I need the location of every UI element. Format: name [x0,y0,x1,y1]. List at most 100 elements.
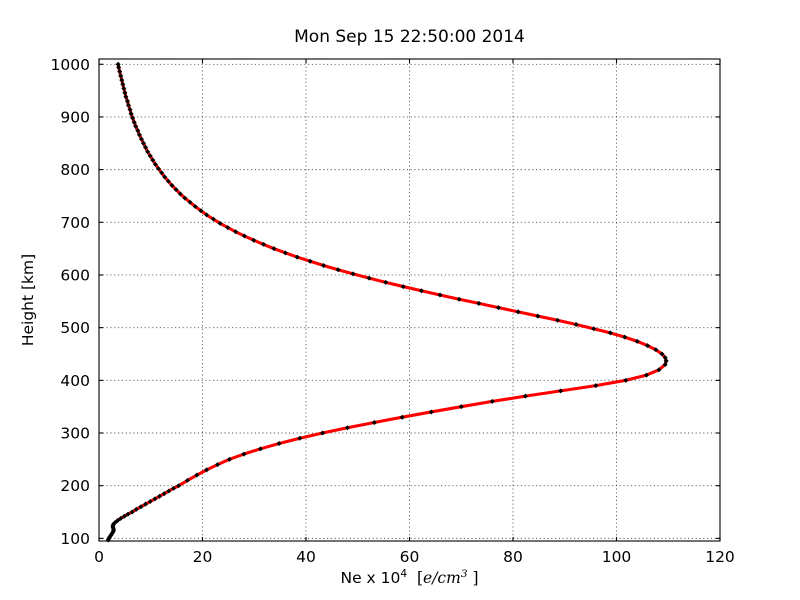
data-point-marker [437,292,443,298]
data-point-marker [458,404,464,410]
data-point-marker [120,81,126,87]
data-point-marker [145,149,151,155]
data-point-marker [307,258,313,264]
data-point-marker [138,136,144,142]
data-point-marker [152,161,158,167]
data-point-marker [152,496,158,502]
x-axis-title-prefix: Ne x 10 [341,569,401,587]
data-point-marker [622,334,628,340]
data-point-marker [182,195,188,201]
data-point-marker [156,166,162,172]
data-point-marker [116,64,122,70]
x-axis-title-unit-slash: / [430,569,439,587]
data-point-marker [344,425,350,431]
data-point-marker [138,504,144,510]
data-point-marker [118,73,124,79]
x-tick-label: 40 [296,548,316,566]
data-point-marker [147,153,153,159]
data-point-marker [515,309,521,315]
data-point-marker [129,509,135,515]
data-point-marker [644,372,650,378]
data-point-marker [143,144,149,150]
data-point-marker [141,140,147,146]
data-point-marker [634,338,640,344]
data-point-marker [147,498,153,504]
data-point-marker [187,199,193,205]
data-point-marker [176,483,182,489]
data-point-marker [418,288,424,294]
data-point-marker [117,69,123,75]
grid-horizontal [99,63,720,539]
data-point-marker [194,472,200,478]
data-point-marker [166,488,172,494]
data-point-marker [123,94,129,100]
y-axis-ticks [99,63,720,539]
x-axis-tick-labels: 0 20 40 60 80 100 120 [94,548,735,566]
data-point-marker [241,451,247,457]
data-point-marker [150,157,156,163]
data-point-marker [125,102,131,108]
data-point-marker [662,362,668,368]
y-tick-label: 100 [60,530,90,548]
data-point-marker [204,467,210,473]
data-point-marker [130,115,136,121]
data-point-marker [198,208,204,214]
y-tick-label: 400 [60,372,90,390]
data-point-marker [400,284,406,290]
data-point-marker [659,351,665,357]
y-tick-label: 800 [60,161,90,179]
data-point-marker [233,229,239,235]
data-point-marker [656,367,662,373]
data-point-marker [215,462,221,468]
data-point-marker [591,326,597,332]
data-point-marker [294,254,300,260]
data-point-marker [593,383,599,389]
data-point-marker [271,246,277,252]
data-point-marker [297,435,303,441]
data-point-marker [476,300,482,306]
data-point-marker [169,182,175,188]
data-point-marker [276,441,282,447]
data-point-marker [489,398,495,404]
data-point-marker [121,85,127,91]
data-point-marker [251,237,257,243]
data-point-marker [573,321,579,327]
data-point-marker [535,313,541,319]
x-tick-label: 100 [602,548,632,566]
data-point-marker [162,174,168,180]
data-point-marker [428,409,434,415]
x-axis-title-exponent: 4 [400,568,407,580]
profile-markers [105,61,669,543]
data-point-marker [135,128,141,134]
x-tick-label: 0 [94,548,104,566]
x-axis-title-bracket-open: [ [417,569,423,587]
data-point-marker [217,220,223,226]
x-axis-title-unit-numerator: e [423,569,432,587]
data-point-marker [122,90,128,96]
data-point-marker [225,225,231,231]
data-point-marker [118,515,124,521]
data-point-marker [522,393,528,399]
data-point-marker [383,279,389,285]
data-point-marker [133,123,139,129]
data-point-marker [456,296,462,302]
data-point-marker [133,506,139,512]
data-point-marker [165,178,171,184]
data-point-marker [184,477,190,483]
data-point-marker [558,388,564,394]
x-tick-label: 120 [705,548,735,566]
data-point-marker [607,330,613,336]
data-point-marker [177,191,183,197]
data-point-marker [128,111,134,117]
data-point-marker [645,343,651,349]
data-point-marker [399,414,405,420]
data-series-electron-density [105,61,669,543]
data-point-marker [335,267,341,273]
x-axis-title-unit-exponent: 3 [461,568,468,580]
data-point-marker [496,305,502,311]
data-point-marker [173,187,179,193]
data-point-marker [159,170,165,176]
x-axis-title: Ne x 104 [e/cm3 ] [341,568,479,587]
grid-vertical [202,59,617,541]
data-point-marker [662,355,668,361]
